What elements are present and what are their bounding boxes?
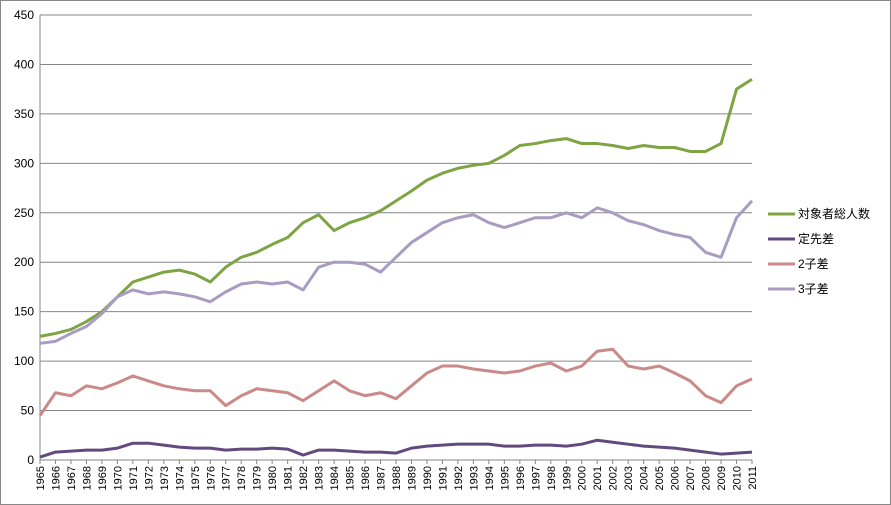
x-tick-label: 1978 (236, 466, 248, 490)
series-line (38, 347, 753, 417)
x-tick-label: 1997 (530, 466, 542, 490)
x-tick-label: 1969 (97, 466, 109, 490)
x-tick-label: 2006 (670, 466, 682, 490)
y-tick-label: 50 (21, 404, 35, 418)
x-tick-label: 1996 (515, 466, 527, 490)
y-tick-label: 350 (14, 107, 34, 121)
x-tick-label: 2009 (716, 466, 728, 490)
x-tick-label: 1984 (329, 466, 341, 490)
x-tick-label: 1972 (143, 466, 155, 490)
x-tick-label: 1998 (546, 466, 558, 490)
y-tick-label: 200 (14, 255, 34, 269)
legend-label: 対象者総人数 (798, 206, 870, 221)
series-line (39, 438, 753, 459)
x-tick-label: 1985 (345, 466, 357, 490)
series-line (39, 78, 753, 338)
x-tick-label: 1980 (267, 466, 279, 490)
x-tick-label: 2002 (608, 466, 620, 490)
x-tick-label: 1967 (66, 466, 78, 490)
x-tick-label: 1979 (252, 466, 264, 490)
x-tick-label: 1966 (50, 466, 62, 490)
x-tick-label: 2008 (701, 466, 713, 490)
x-tick-label: 1973 (159, 466, 171, 490)
y-tick-label: 400 (14, 57, 34, 71)
x-tick-label: 1976 (205, 466, 217, 490)
legend-label: 2子差 (798, 257, 829, 271)
x-tick-label: 2005 (654, 466, 666, 490)
x-tick-label: 1991 (437, 466, 449, 490)
x-tick-label: 1975 (190, 466, 202, 490)
y-tick-label: 100 (14, 354, 34, 368)
y-tick-label: 450 (14, 8, 34, 22)
x-tick-label: 1993 (468, 466, 480, 490)
x-tick-label: 1989 (406, 466, 418, 490)
x-tick-label: 2003 (623, 466, 635, 490)
x-tick-label: 1983 (314, 466, 326, 490)
y-tick-label: 250 (14, 206, 34, 220)
legend-label: 定先差 (798, 231, 834, 246)
x-tick-label: 1971 (128, 466, 140, 490)
x-tick-label: 1992 (453, 466, 465, 490)
x-tick-label: 1982 (298, 466, 310, 490)
x-tick-label: 1986 (360, 466, 372, 490)
x-tick-label: 2001 (592, 466, 604, 490)
x-tick-label: 2000 (577, 466, 589, 490)
x-tick-label: 1994 (484, 466, 496, 490)
x-tick-label: 1970 (112, 466, 124, 490)
x-tick-label: 1965 (35, 466, 47, 490)
legend-label: 3子差 (798, 282, 829, 296)
x-tick-label: 1995 (499, 466, 511, 490)
x-tick-label: 2004 (639, 466, 651, 490)
x-tick-label: 1987 (376, 466, 388, 490)
x-tick-label: 1977 (221, 466, 233, 490)
x-tick-label: 2010 (732, 466, 744, 490)
x-tick-label: 1981 (283, 466, 295, 490)
x-tick-label: 1999 (561, 466, 573, 490)
y-tick-label: 150 (14, 305, 34, 319)
y-tick-label: 300 (14, 156, 34, 170)
x-tick-label: 1988 (391, 466, 403, 490)
x-tick-label: 1974 (174, 466, 186, 490)
x-tick-label: 2007 (685, 466, 697, 490)
x-tick-label: 1968 (81, 466, 93, 490)
series-line (39, 199, 754, 345)
y-tick-label: 0 (27, 453, 34, 467)
x-tick-label: 1990 (422, 466, 434, 490)
x-tick-label: 2011 (747, 466, 759, 490)
